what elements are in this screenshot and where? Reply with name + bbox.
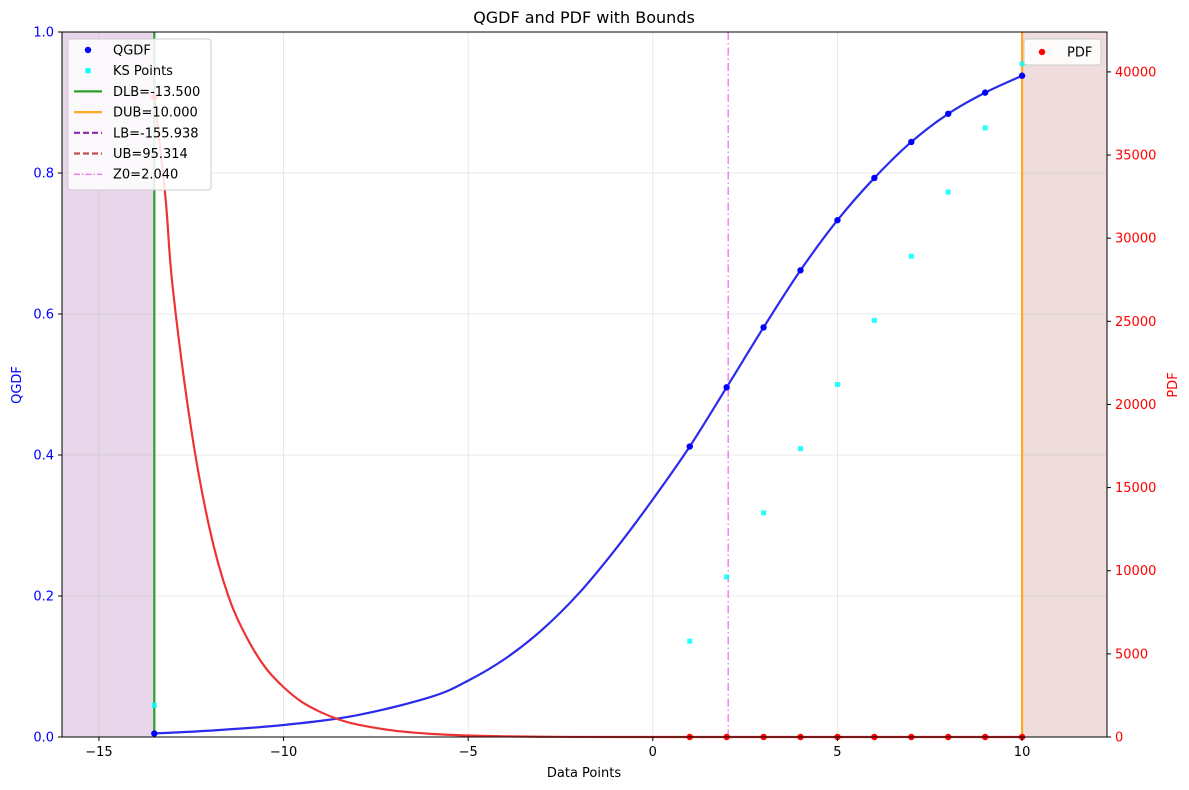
data-points bbox=[151, 61, 1026, 741]
x-tick-label: −15 bbox=[85, 745, 112, 760]
left-y-axis-ticks: 0.0 0.2 0.4 0.6 0.8 1.0 bbox=[33, 26, 62, 746]
qgdf-point bbox=[151, 730, 158, 737]
qgdf-point bbox=[945, 110, 952, 117]
ks-point bbox=[945, 189, 951, 195]
x-tick-label: 10 bbox=[1014, 745, 1031, 760]
x-axis-label: Data Points bbox=[547, 766, 621, 781]
legend-entry-label: UB=95.314 bbox=[113, 147, 188, 162]
right-y-tick-label: 25000 bbox=[1115, 315, 1156, 330]
right-y-tick-label: 5000 bbox=[1115, 647, 1148, 662]
qgdf-point bbox=[797, 267, 804, 274]
left-y-tick-label: 0.8 bbox=[33, 167, 54, 182]
legend-swatch-pdf bbox=[1038, 48, 1046, 56]
ks-point bbox=[908, 253, 914, 259]
right-y-tick-label: 0 bbox=[1115, 731, 1123, 746]
qgdf-curve bbox=[154, 74, 1023, 735]
left-y-tick-label: 0.4 bbox=[33, 449, 54, 464]
ks-point bbox=[724, 574, 730, 580]
legend-right-box bbox=[1023, 38, 1102, 66]
legend-left: QGDF KS Points DLB=-13.500 DUB=10.000 LB=-15… bbox=[67, 38, 212, 191]
qgdf-point bbox=[760, 324, 767, 331]
legend-entry-label: LB=-155.938 bbox=[113, 126, 199, 141]
qgdf-point bbox=[981, 89, 989, 96]
ks-point bbox=[871, 317, 877, 323]
right-y-tick-label: 15000 bbox=[1115, 481, 1156, 496]
ks-point bbox=[834, 382, 840, 387]
legend-entry-label: QGDF bbox=[113, 44, 151, 59]
right-y-tick-label: 40000 bbox=[1115, 65, 1156, 80]
legend-entry-label: PDF bbox=[1067, 46, 1092, 61]
legend-entry-label: Z0=2.040 bbox=[113, 168, 178, 183]
legend-entry-label: DUB=10.000 bbox=[113, 106, 198, 121]
legend-left-box bbox=[67, 38, 212, 191]
right-y-tick-label: 10000 bbox=[1115, 564, 1156, 579]
ks-point bbox=[687, 638, 693, 644]
x-tick-label: 5 bbox=[833, 745, 841, 760]
right-y-tick-label: 30000 bbox=[1115, 232, 1156, 247]
left-y-tick-label: 0.6 bbox=[33, 308, 54, 323]
qgdf-point bbox=[908, 138, 915, 146]
qgdf-point bbox=[834, 217, 841, 224]
legend-swatch-ks-points bbox=[85, 68, 91, 74]
qgdf-point bbox=[686, 443, 693, 450]
qgdf-point bbox=[871, 174, 878, 182]
right-y-tick-label: 20000 bbox=[1115, 398, 1156, 413]
right-y-tick-label: 35000 bbox=[1115, 149, 1156, 164]
legend-entry-label: DLB=-13.500 bbox=[113, 85, 200, 100]
x-tick-label: −10 bbox=[270, 745, 297, 760]
left-y-axis-label: QGDF bbox=[10, 366, 25, 404]
left-y-tick-label: 1.0 bbox=[33, 26, 54, 41]
left-y-tick-label: 0.2 bbox=[33, 590, 54, 605]
shade-above-dub bbox=[1022, 32, 1107, 737]
ks-point bbox=[982, 125, 988, 131]
left-y-tick-label: 0.0 bbox=[33, 731, 54, 746]
right-y-axis-label: PDF bbox=[1166, 372, 1181, 397]
legend-right: PDF bbox=[1023, 38, 1102, 66]
chart-title: QGDF and PDF with Bounds bbox=[473, 8, 695, 27]
legend-swatch-qgdf bbox=[84, 46, 92, 54]
x-axis-ticks: −15 −10 −5 0 5 10 bbox=[85, 737, 1030, 760]
ks-point bbox=[151, 702, 157, 708]
ks-point bbox=[761, 510, 767, 516]
qgdf-point bbox=[1018, 72, 1026, 79]
qgdf-point bbox=[723, 384, 730, 391]
ks-point bbox=[1019, 61, 1025, 67]
x-tick-label: −5 bbox=[459, 745, 478, 760]
ks-point bbox=[798, 446, 804, 452]
plot-frame bbox=[61, 31, 1108, 738]
right-y-axis-ticks: 0 5000 10000 15000 20000 25000 30000 35000 40000 bbox=[1107, 65, 1156, 746]
legend-entry-label: KS Points bbox=[113, 64, 173, 79]
x-tick-label: 0 bbox=[649, 745, 657, 760]
